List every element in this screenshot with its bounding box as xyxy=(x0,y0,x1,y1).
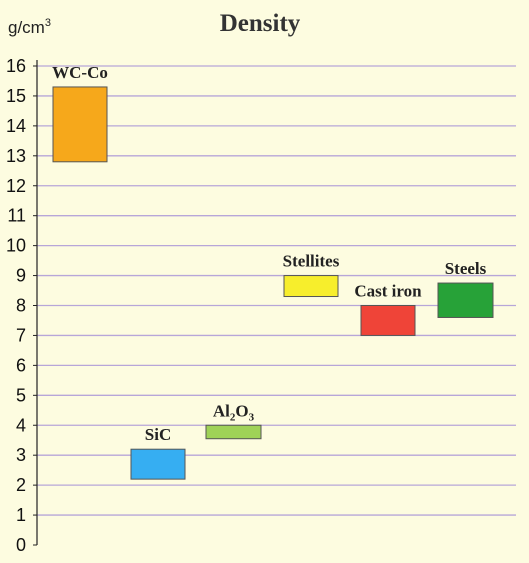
bar-label-part: Al xyxy=(213,401,230,420)
y-axis-unit: g/cm3 xyxy=(8,17,51,37)
y-tick-label: 9 xyxy=(16,266,26,286)
bar-label-subscript: 3 xyxy=(249,411,255,423)
y-tick-label: 10 xyxy=(6,236,26,256)
y-tick-label: 13 xyxy=(6,146,26,166)
y-tick-label: 2 xyxy=(16,475,26,495)
bar-stellites xyxy=(283,275,339,298)
bar-labels: WC-Co SiC Al2O3 Stellites Cast iron Steels xyxy=(52,63,487,444)
y-tick-label: 14 xyxy=(6,116,26,136)
y-tick-label: 1 xyxy=(16,505,26,525)
y-tick-label: 4 xyxy=(16,415,26,435)
y-tick-label: 15 xyxy=(6,86,26,106)
y-tick-label: 6 xyxy=(16,355,26,375)
range-bars xyxy=(52,86,494,480)
y-tick-label: 11 xyxy=(7,206,26,226)
grid-lines xyxy=(37,65,516,516)
bar-label-steels: Steels xyxy=(445,259,487,278)
bar-label-cast-iron: Cast iron xyxy=(354,282,422,301)
bar-steels xyxy=(437,282,494,318)
bar-label-al2o3: Al2O3 xyxy=(213,401,255,423)
y-tick-label: 7 xyxy=(16,325,26,345)
y-tick-label: 12 xyxy=(6,176,26,196)
bar-label-part: O xyxy=(235,401,248,420)
y-tick-label: 3 xyxy=(16,445,26,465)
y-axis-unit-exponent: 3 xyxy=(45,17,51,29)
bar-cast-iron xyxy=(360,305,416,336)
y-tick-label: 16 xyxy=(6,56,26,76)
chart-title: Density xyxy=(220,10,301,37)
bar-sic xyxy=(130,448,186,480)
bar-label-subscript: 2 xyxy=(230,411,236,423)
y-tick-label: 8 xyxy=(16,296,26,316)
y-tick-label: 0 xyxy=(16,535,26,555)
bar-label-stellites: Stellites xyxy=(283,252,340,271)
bar-label-wc-co: WC-Co xyxy=(52,63,108,82)
bar-al2o3 xyxy=(205,424,262,440)
bar-wc-co xyxy=(52,86,108,163)
bar-label-sic: SiC xyxy=(145,425,171,444)
y-axis-unit-base: g/cm xyxy=(8,18,45,37)
y-tick-label: 5 xyxy=(16,385,26,405)
